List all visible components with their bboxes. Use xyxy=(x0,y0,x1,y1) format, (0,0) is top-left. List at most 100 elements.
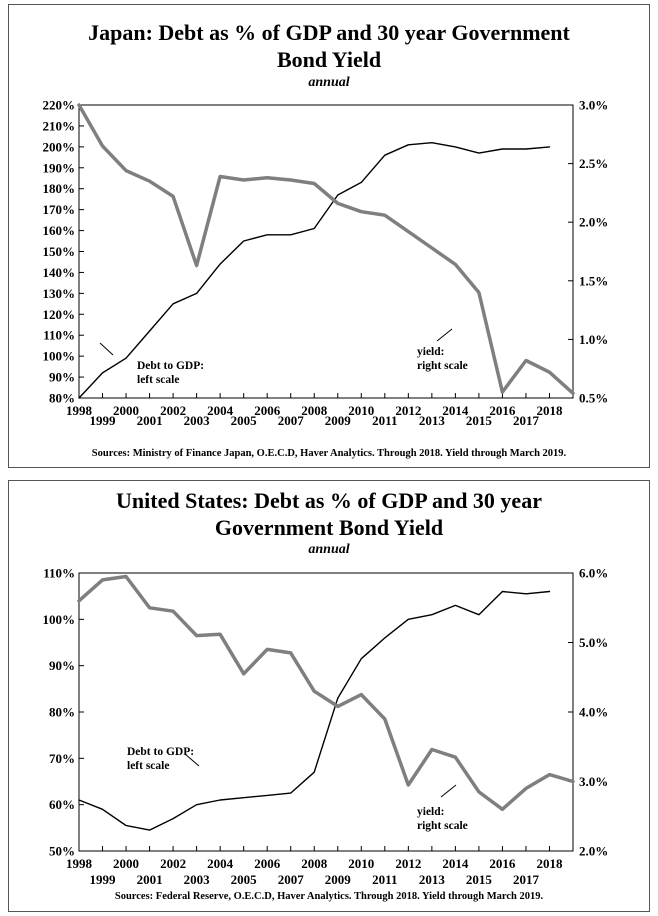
debt-series-label: Debt to GDP: xyxy=(137,360,204,372)
debt-label-leader xyxy=(99,342,114,356)
left-tick-label: 120% xyxy=(43,307,76,322)
chart-title: United States: Debt as % of GDP and 30 y… xyxy=(9,487,649,541)
chart-title-line-1: Japan: Debt as % of GDP and 30 year Gove… xyxy=(88,20,570,45)
x-tick-label: 2007 xyxy=(278,872,305,887)
left-tick-label: 90% xyxy=(49,370,75,385)
x-tick-label: 2005 xyxy=(231,872,258,887)
x-tick-label: 2008 xyxy=(301,856,328,871)
x-tick-label: 2012 xyxy=(395,403,421,418)
right-tick-label: 3.0% xyxy=(579,98,608,113)
left-tick-label: 220% xyxy=(43,98,76,113)
left-tick-label: 190% xyxy=(43,160,76,175)
left-tick-label: 90% xyxy=(49,658,75,673)
x-tick-label: 2006 xyxy=(254,856,281,871)
left-tick-label: 100% xyxy=(43,349,76,364)
x-tick-label: 2015 xyxy=(466,872,493,887)
left-tick-label: 160% xyxy=(43,223,76,238)
left-tick-label: 110% xyxy=(43,566,75,581)
yield-series-line xyxy=(77,574,575,812)
right-tick-label: 2.0% xyxy=(579,844,608,859)
x-tick-label: 2018 xyxy=(536,403,563,418)
x-tick-label: 1998 xyxy=(66,403,93,418)
x-tick-label: 2009 xyxy=(325,413,352,428)
x-tick-label: 2006 xyxy=(254,403,281,418)
x-tick-label: 2010 xyxy=(348,856,374,871)
x-tick-label: 2000 xyxy=(113,403,139,418)
left-tick-label: 200% xyxy=(43,139,76,154)
x-tick-label: 2013 xyxy=(419,413,446,428)
right-tick-label: 1.0% xyxy=(579,332,608,347)
x-tick-label: 2002 xyxy=(160,856,186,871)
x-tick-label: 2016 xyxy=(489,403,516,418)
left-tick-label: 150% xyxy=(43,244,76,259)
debt-series-label-scale: left scale xyxy=(127,760,169,772)
japan-chart-panel: Japan: Debt as % of GDP and 30 year Gove… xyxy=(8,4,650,468)
right-tick-label: 1.5% xyxy=(579,273,608,288)
left-tick-label: 80% xyxy=(49,705,75,720)
x-tick-label: 2009 xyxy=(325,872,352,887)
yield-series-label: yield: xyxy=(417,346,444,358)
right-tick-label: 2.0% xyxy=(579,215,608,230)
x-tick-label: 2002 xyxy=(160,403,186,418)
left-tick-label: 60% xyxy=(49,797,75,812)
x-tick-label: 2012 xyxy=(395,856,421,871)
x-tick-label: 2004 xyxy=(207,856,234,871)
chart-subtitle: annual xyxy=(308,542,350,557)
right-tick-label: 5.0% xyxy=(579,635,608,650)
left-tick-label: 210% xyxy=(43,118,76,133)
chart-subtitle: annual xyxy=(308,75,350,90)
x-tick-label: 2015 xyxy=(466,413,493,428)
debt-series-label-scale: left scale xyxy=(137,374,179,386)
left-tick-label: 70% xyxy=(49,751,75,766)
left-tick-label: 180% xyxy=(43,181,76,196)
debt-series-line xyxy=(78,590,551,831)
debt-series-line xyxy=(78,142,551,399)
us-chart-plot: 50% 60% 70% 80% 90% 100% 110% 2.0% 3.0% 4.0% 5.0% 6… xyxy=(43,566,609,888)
x-tick-label: 2004 xyxy=(207,403,234,418)
yield-series-line xyxy=(77,103,575,396)
right-tick-label: 6.0% xyxy=(579,566,608,581)
chart-title-line-2: Government Bond Yield xyxy=(214,515,444,540)
x-tick-label: 2000 xyxy=(113,856,139,871)
x-tick-label: 2014 xyxy=(442,856,469,871)
x-tick-label: 2017 xyxy=(513,872,540,887)
right-tick-label: 2.5% xyxy=(579,156,608,171)
x-tick-label: 2001 xyxy=(137,872,163,887)
x-tick-label: 2014 xyxy=(442,403,469,418)
x-tick-label: 2018 xyxy=(536,856,563,871)
x-tick-label: 2010 xyxy=(348,403,374,418)
x-tick-label: 2007 xyxy=(278,413,305,428)
yield-series-label-scale: right scale xyxy=(417,820,468,832)
yield-label-leader xyxy=(436,328,453,342)
left-tick-label: 170% xyxy=(43,202,76,217)
x-tick-label: 2013 xyxy=(419,872,446,887)
debt-series-label: Debt to GDP: xyxy=(127,746,194,758)
left-tick-label: 80% xyxy=(49,391,75,406)
x-tick-label: 2016 xyxy=(489,856,516,871)
debt-label-leader xyxy=(184,753,200,767)
x-tick-label: 1999 xyxy=(90,872,117,887)
japan-chart-plot: 80% 90% 100% 110% 120% 130% 140% 150% 160% 170% 18… xyxy=(43,98,609,429)
x-tick-label: 2001 xyxy=(137,413,163,428)
x-tick-label: 1998 xyxy=(66,856,93,871)
left-tick-label: 130% xyxy=(43,286,76,301)
x-tick-label: 1999 xyxy=(90,413,117,428)
x-tick-label: 2011 xyxy=(372,872,397,887)
chart-source: Sources: Ministry of Finance Japan, O.E.… xyxy=(91,448,567,459)
us-chart-panel: United States: Debt as % of GDP and 30 y… xyxy=(8,480,650,912)
left-tick-label: 110% xyxy=(43,328,75,343)
x-tick-label: 2017 xyxy=(513,413,540,428)
chart-source: Sources: Federal Reserve, O.E.C.D, Haver… xyxy=(114,891,544,902)
plot-frame xyxy=(78,572,574,852)
right-tick-label: 0.5% xyxy=(579,391,608,406)
x-tick-label: 2003 xyxy=(184,413,211,428)
yield-series-label-scale: right scale xyxy=(417,360,468,372)
x-tick-label: 2011 xyxy=(372,413,397,428)
chart-title: Japan: Debt as % of GDP and 30 year Gove… xyxy=(9,19,649,73)
left-tick-label: 50% xyxy=(49,844,75,859)
x-tick-label: 2003 xyxy=(184,872,211,887)
chart-title-line-1: United States: Debt as % of GDP and 30 y… xyxy=(116,488,542,513)
yield-series-label: yield: xyxy=(417,806,444,818)
right-tick-label: 4.0% xyxy=(579,705,608,720)
left-tick-label: 140% xyxy=(43,265,76,280)
